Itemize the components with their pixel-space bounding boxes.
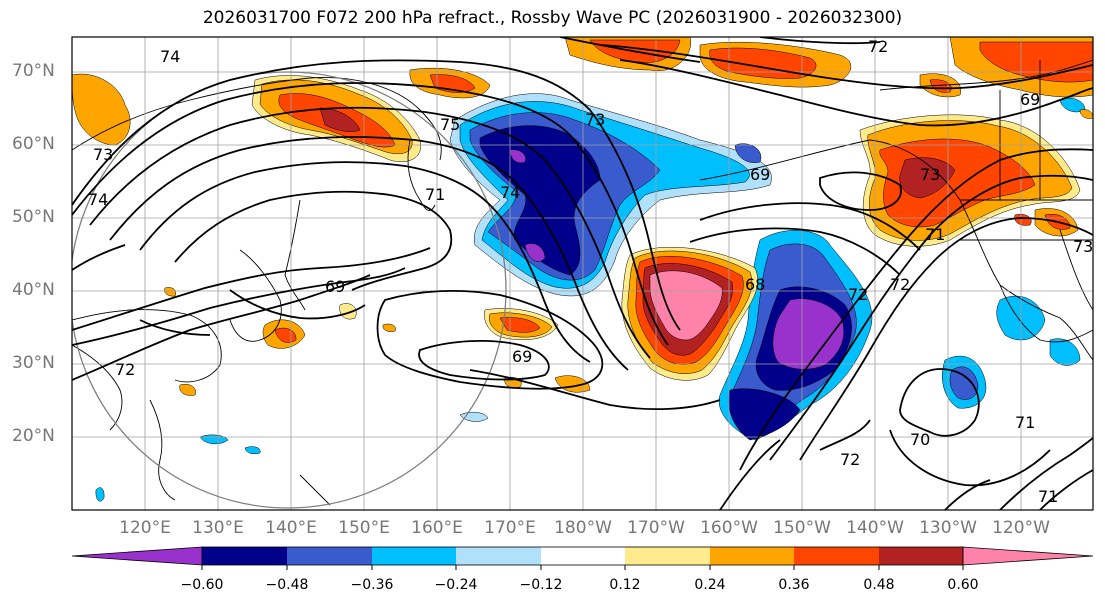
colorbar-tick-label: 0.36	[778, 577, 810, 593]
contour-label: 71	[1015, 413, 1035, 432]
colorbar-tick-label: 0.12	[609, 577, 641, 593]
colorbar-segment	[541, 547, 625, 565]
colorbar-segment	[879, 547, 963, 565]
contour-label: 72	[840, 450, 860, 469]
contour-label: 74	[160, 47, 180, 66]
contour-label: 74	[88, 190, 108, 209]
contour-label: 75	[440, 115, 460, 134]
lon-label: 180°W	[554, 518, 612, 538]
lon-label: 170°E	[484, 518, 536, 538]
contour-label: 69	[325, 277, 345, 296]
lon-label: 130°W	[919, 518, 977, 538]
colorbar-tick-label: −0.36	[350, 577, 394, 593]
contour-label: 73	[920, 165, 940, 184]
contour-label: 72	[115, 360, 135, 379]
contour-label: 73	[1073, 237, 1093, 256]
colorbar-tick-label: −0.12	[519, 577, 563, 593]
lon-label: 170°W	[627, 518, 685, 538]
lon-label: 120°W	[992, 518, 1050, 538]
contour-label: 71	[425, 185, 445, 204]
contour-label: 69	[512, 347, 532, 366]
lon-label: 160°E	[411, 518, 463, 538]
coastlines	[72, 59, 1093, 506]
lon-label: 130°E	[192, 518, 244, 538]
lon-label: 140°E	[265, 518, 317, 538]
contour-label: 68	[745, 275, 765, 294]
contour-label: 74	[500, 183, 520, 202]
contour-label: 73	[585, 110, 605, 129]
colorbar-segment	[287, 547, 372, 565]
contour-label: 72	[848, 285, 868, 304]
colorbar-segment	[794, 547, 879, 565]
colorbar-segment	[202, 547, 287, 565]
colorbar-segment	[456, 547, 541, 565]
contour-label: 71	[1038, 487, 1058, 506]
colorbar-tick-label: 0.24	[694, 577, 726, 593]
lat-label: 50°N	[12, 207, 55, 227]
lat-label: 70°N	[12, 61, 55, 81]
colorbar-tick-label: −0.24	[434, 577, 478, 593]
colorbar-tick-label: −0.60	[180, 577, 224, 593]
contour-label: 71	[925, 225, 945, 244]
contour-label: 72	[868, 37, 888, 56]
lon-label: 150°E	[338, 518, 390, 538]
colorbar-min-extend	[71, 546, 203, 566]
colorbar-segment	[625, 547, 710, 565]
colorbar-segment	[372, 547, 456, 565]
lat-label: 20°N	[12, 426, 55, 446]
lat-label: 40°N	[12, 280, 55, 300]
map-area: 74 72 75 73 74 73 71 74 69 69 69 73 68 6…	[72, 37, 1093, 510]
lon-label: 150°W	[773, 518, 831, 538]
reference-circle	[72, 71, 507, 509]
lat-label: 30°N	[12, 353, 55, 373]
lon-label: 160°W	[700, 518, 758, 538]
lon-label: 140°W	[846, 518, 904, 538]
colorbar	[71, 546, 1094, 570]
contour-label: 69	[1020, 90, 1040, 109]
contour-label: 72	[890, 275, 910, 294]
lat-label: 60°N	[12, 134, 55, 154]
plot-title: 2026031700 F072 200 hPa refract., Rossby…	[202, 8, 903, 28]
refractivity-contours	[72, 37, 1093, 510]
contour-labels: 74 72 75 73 74 73 71 74 69 69 69 73 68 6…	[88, 37, 1093, 506]
colorbar-tick-label: 0.48	[863, 577, 895, 593]
lon-label: 120°E	[119, 518, 171, 538]
colorbar-max-extend	[962, 546, 1094, 566]
contour-label: 69	[750, 165, 770, 184]
contour-label: 70	[910, 430, 930, 449]
colorbar-tick-label: −0.48	[265, 577, 309, 593]
map-frame	[71, 36, 1094, 511]
colorbar-tick-label: 0.60	[947, 577, 979, 593]
contour-label: 73	[93, 145, 113, 164]
colorbar-segment	[710, 547, 794, 565]
